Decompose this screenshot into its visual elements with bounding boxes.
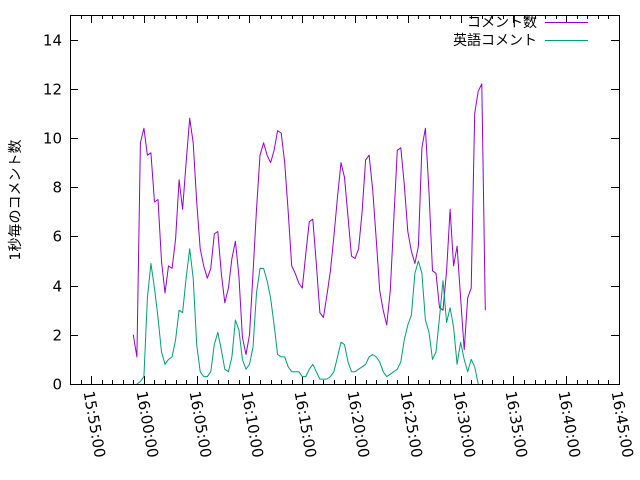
legend-label-1: コメント数 bbox=[467, 15, 537, 31]
x-tick-label: 16:20:00 bbox=[344, 390, 373, 459]
x-tick-label: 16:25:00 bbox=[397, 390, 426, 459]
x-tick-label: 16:35:00 bbox=[502, 390, 531, 459]
series-line-1 bbox=[132, 83, 486, 358]
plot-border bbox=[70, 15, 620, 385]
y-tick-label: 14 bbox=[43, 32, 62, 50]
y-tick-label: 8 bbox=[52, 179, 62, 197]
y-tick-label: 2 bbox=[52, 327, 62, 345]
x-tick-label: 16:00:00 bbox=[133, 390, 162, 459]
x-tick-label: 16:40:00 bbox=[555, 390, 584, 459]
y-tick-label: 6 bbox=[52, 228, 62, 246]
x-tick-label: 16:15:00 bbox=[291, 390, 320, 459]
y-tick-label: 4 bbox=[52, 278, 62, 296]
series-line-2 bbox=[136, 248, 479, 385]
y-axis: 0 2 4 6 8 10 12 14 bbox=[43, 32, 619, 394]
x-tick-label: 16:30:00 bbox=[450, 390, 479, 459]
plot-frame bbox=[70, 15, 620, 385]
x-tick-label: 16:45:00 bbox=[608, 390, 637, 459]
x-tick-label: 15:55:00 bbox=[80, 390, 109, 459]
legend-label-2: 英語コメント bbox=[453, 32, 537, 49]
y-axis-label: 1秒毎のコメント数 bbox=[8, 140, 24, 261]
x-tick-label: 16:05:00 bbox=[186, 390, 215, 459]
y-tick-label: 0 bbox=[52, 376, 62, 394]
y-tick-label: 12 bbox=[43, 81, 62, 99]
y-tick-label: 10 bbox=[43, 130, 62, 148]
x-tick-label: 16:10:00 bbox=[238, 390, 267, 459]
x-axis: 15:55:00 16:00:00 16:05:00 16:10:00 16:15:00… bbox=[70, 15, 637, 459]
series-lines bbox=[132, 83, 486, 385]
